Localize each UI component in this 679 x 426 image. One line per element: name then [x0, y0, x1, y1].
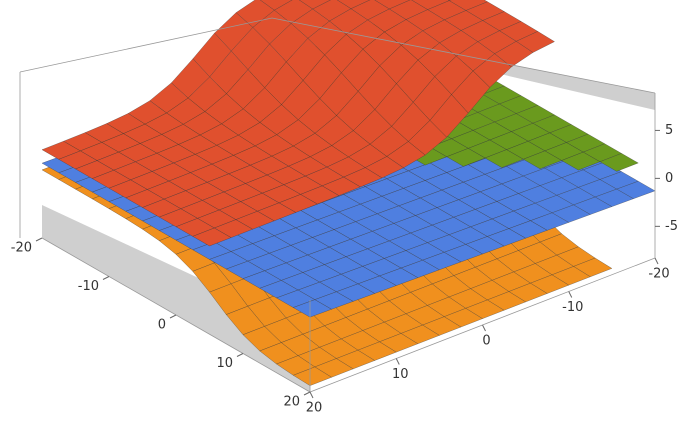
x-tick	[169, 314, 177, 319]
y-tick-label: 20	[306, 401, 323, 416]
surface-patch	[599, 153, 639, 172]
y-tick	[654, 257, 659, 265]
x-tick	[236, 353, 244, 357]
surface-patch	[561, 151, 601, 171]
x-tick-label: -20	[11, 241, 32, 256]
y-tick	[482, 324, 486, 332]
surface-patch	[446, 148, 486, 167]
y-tick	[568, 291, 573, 298]
x-tick-label: 20	[283, 395, 300, 410]
surfaces	[41, 0, 656, 386]
y-tick	[395, 358, 400, 365]
x-tick	[102, 276, 110, 280]
box-edge	[19, 17, 656, 94]
x-tick	[35, 237, 43, 242]
surface-patch	[484, 149, 524, 168]
y-tick-label: 0	[482, 334, 490, 349]
y-tick-label: 10	[392, 367, 409, 382]
y-tick-label: -10	[562, 300, 583, 315]
z-tick-label: 5	[665, 123, 673, 138]
x-tick-label: 10	[216, 356, 233, 371]
x-tick-label: -10	[78, 279, 99, 294]
y-tick-label: -20	[648, 267, 669, 282]
x-tick	[303, 391, 311, 396]
z-tick-label: 0	[665, 171, 673, 186]
y-tick	[309, 391, 314, 399]
z-tick-label: -5	[665, 219, 678, 234]
surface-patch	[522, 150, 563, 170]
box-face	[42, 205, 310, 392]
x-tick-label: 0	[158, 318, 166, 333]
surface-patch	[192, 227, 232, 247]
